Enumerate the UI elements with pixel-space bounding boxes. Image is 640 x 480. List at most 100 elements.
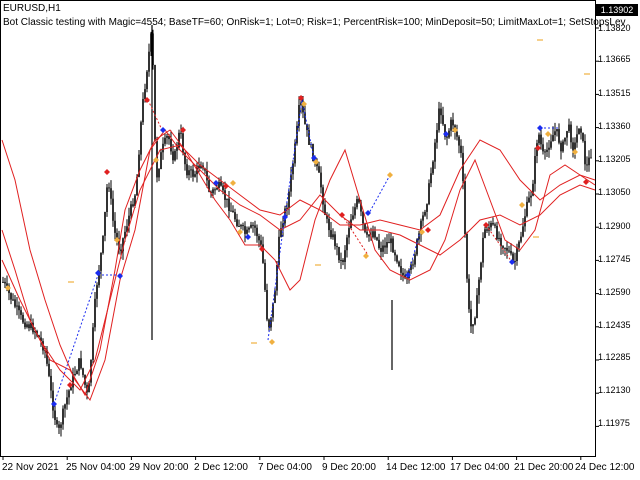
candle-body xyxy=(70,387,72,391)
candle-body xyxy=(198,165,200,169)
candle-body xyxy=(258,236,260,241)
candle-body xyxy=(168,136,170,140)
price-label: 1.13820 xyxy=(598,23,631,33)
candle-body xyxy=(304,112,306,124)
candle-body xyxy=(46,350,48,364)
candle-body xyxy=(516,247,518,261)
candle-body xyxy=(110,188,112,199)
candle-body xyxy=(510,251,512,254)
exit-marker xyxy=(153,157,159,163)
candle-body xyxy=(132,204,134,207)
current-price-tag: 1.13902 xyxy=(596,4,638,16)
date-label: 9 Dec 20:00 xyxy=(322,462,376,473)
candle-body xyxy=(362,211,364,224)
candle-body xyxy=(10,293,12,300)
candle-body xyxy=(534,156,536,184)
candle-body xyxy=(450,119,452,131)
candle-body xyxy=(54,410,56,420)
candle-body xyxy=(324,204,326,215)
candle-body xyxy=(146,71,148,89)
date-label: 21 Dec 20:00 xyxy=(514,462,574,473)
candle-body xyxy=(208,180,210,192)
candle-body xyxy=(200,165,202,169)
candle-body xyxy=(530,195,532,198)
candle-body xyxy=(410,264,412,270)
candle-body xyxy=(556,129,558,132)
candle-body xyxy=(522,226,524,237)
candle-body xyxy=(18,305,20,311)
candle-body xyxy=(440,108,442,116)
exit-marker xyxy=(387,172,393,178)
candle-body xyxy=(306,124,308,131)
candle-body xyxy=(126,226,128,232)
moving-average-fast xyxy=(1,129,596,397)
candle-body xyxy=(396,255,398,262)
candle-body xyxy=(586,164,588,166)
buy-marker xyxy=(245,234,251,240)
candle-body xyxy=(566,131,568,138)
candle-body xyxy=(580,128,582,133)
candle-body xyxy=(204,168,206,171)
candle-body xyxy=(184,152,186,165)
candle-body xyxy=(108,187,110,189)
candle-body xyxy=(520,236,522,242)
candle-body xyxy=(246,229,248,234)
candle-body xyxy=(354,207,356,216)
candle-body xyxy=(142,99,144,123)
sell-marker xyxy=(535,145,541,151)
candle-body xyxy=(288,191,290,208)
price-label: 1.12435 xyxy=(598,320,631,330)
date-label: 7 Dec 04:00 xyxy=(258,462,312,473)
candle-body xyxy=(328,218,330,231)
candle-body xyxy=(482,237,484,263)
candle-body xyxy=(76,370,78,375)
candle-body xyxy=(532,183,534,196)
candle-body xyxy=(382,245,384,252)
candle-body xyxy=(160,152,162,169)
candle-body xyxy=(124,231,126,239)
candle-body xyxy=(564,137,566,142)
candle-body xyxy=(386,242,388,248)
exit-marker xyxy=(363,253,369,259)
candle-body xyxy=(22,314,24,323)
candle-body xyxy=(272,302,274,318)
candle-body xyxy=(154,65,156,141)
candle-body xyxy=(128,215,130,227)
candle-body xyxy=(186,164,188,176)
candle-body xyxy=(52,390,54,411)
date-label: 17 Dec 04:00 xyxy=(450,462,510,473)
candle-body xyxy=(590,157,592,159)
candle-body xyxy=(428,183,430,205)
candle-body xyxy=(538,134,540,144)
exit-marker xyxy=(545,131,551,137)
candle-body xyxy=(390,238,392,244)
candle-body xyxy=(308,130,310,145)
candle-body xyxy=(514,261,516,262)
candle-body xyxy=(222,185,224,191)
candle-body xyxy=(344,250,346,262)
buy-marker xyxy=(95,270,101,276)
candle-body xyxy=(412,264,414,266)
candle-body xyxy=(582,132,584,141)
sell-marker xyxy=(104,169,110,175)
candle-body xyxy=(352,215,354,220)
candle-body xyxy=(484,229,486,238)
candle-body xyxy=(256,227,258,237)
candle-body xyxy=(480,262,482,280)
candle-body xyxy=(172,151,174,161)
candle-body xyxy=(130,204,132,216)
candle-body xyxy=(456,131,458,137)
candle-body xyxy=(374,231,376,238)
candle-body xyxy=(250,224,252,228)
candle-body xyxy=(216,187,218,190)
candle-body xyxy=(372,231,374,238)
price-label: 1.12285 xyxy=(598,352,631,362)
candle-body xyxy=(88,382,90,393)
candle-body xyxy=(508,250,510,252)
date-label: 22 Nov 2021 xyxy=(2,462,59,473)
candle-body xyxy=(518,241,520,248)
candle-body xyxy=(560,142,562,152)
candle-body xyxy=(228,198,230,211)
